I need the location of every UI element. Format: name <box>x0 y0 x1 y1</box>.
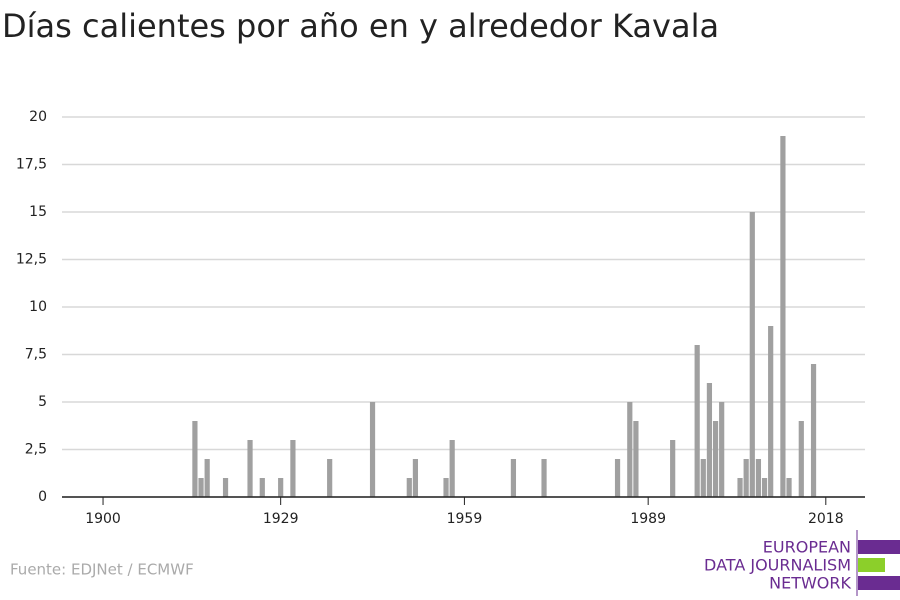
bar <box>780 136 786 497</box>
bar <box>412 459 419 497</box>
bar <box>810 364 817 497</box>
bar <box>749 212 755 497</box>
bar <box>259 478 265 497</box>
logo-bar <box>858 576 900 590</box>
bar <box>633 421 639 497</box>
y-tick-label: 5 <box>38 394 47 410</box>
bar <box>743 459 749 497</box>
y-tick-label: 7,5 <box>25 347 47 363</box>
bar <box>737 478 743 497</box>
x-tick-label: 1929 <box>263 511 299 527</box>
logo-bar <box>858 558 885 572</box>
y-tick-label: 15 <box>29 204 47 220</box>
y-tick-label: 12,5 <box>16 252 47 268</box>
chart-title: Días calientes por año en y alrededor Ka… <box>2 7 719 45</box>
bar <box>278 478 284 497</box>
x-tick-label: 2018 <box>808 511 844 527</box>
bar <box>327 459 333 497</box>
bar <box>627 402 633 497</box>
logo-text: NETWORK <box>769 574 851 593</box>
y-tick-label: 0 <box>38 489 47 505</box>
y-tick-label: 17,5 <box>16 157 47 173</box>
bar <box>369 402 376 497</box>
bar <box>786 478 792 497</box>
bar <box>222 478 229 497</box>
bar <box>198 478 204 497</box>
bar <box>700 459 706 497</box>
source: Fuente: EDJNet / ECMWF <box>10 561 194 579</box>
x-tick-label: 1989 <box>630 511 666 527</box>
logo-text: EUROPEAN <box>763 538 851 557</box>
bar <box>798 421 804 497</box>
bar <box>768 326 774 497</box>
bar <box>712 421 719 497</box>
bar <box>706 383 713 497</box>
bar <box>510 459 517 497</box>
bar <box>614 459 621 497</box>
y-tick-label: 2,5 <box>25 442 47 458</box>
bar <box>443 478 449 497</box>
bar <box>755 459 762 497</box>
y-tick-label: 10 <box>29 299 47 315</box>
logo-text: DATA JOURNALISM <box>704 556 851 575</box>
bar <box>694 345 700 497</box>
bar <box>290 440 296 497</box>
bar <box>670 440 676 497</box>
bar <box>192 421 198 497</box>
bar <box>204 459 210 497</box>
bar <box>541 459 547 497</box>
bar <box>719 402 725 497</box>
bar <box>247 440 253 497</box>
x-tick-label: 1959 <box>447 511 483 527</box>
y-tick-label: 20 <box>29 109 47 125</box>
bar <box>406 478 412 497</box>
bar <box>449 440 455 497</box>
bar <box>761 478 768 497</box>
logo-bar <box>858 540 900 554</box>
x-tick-label: 1900 <box>85 511 121 527</box>
